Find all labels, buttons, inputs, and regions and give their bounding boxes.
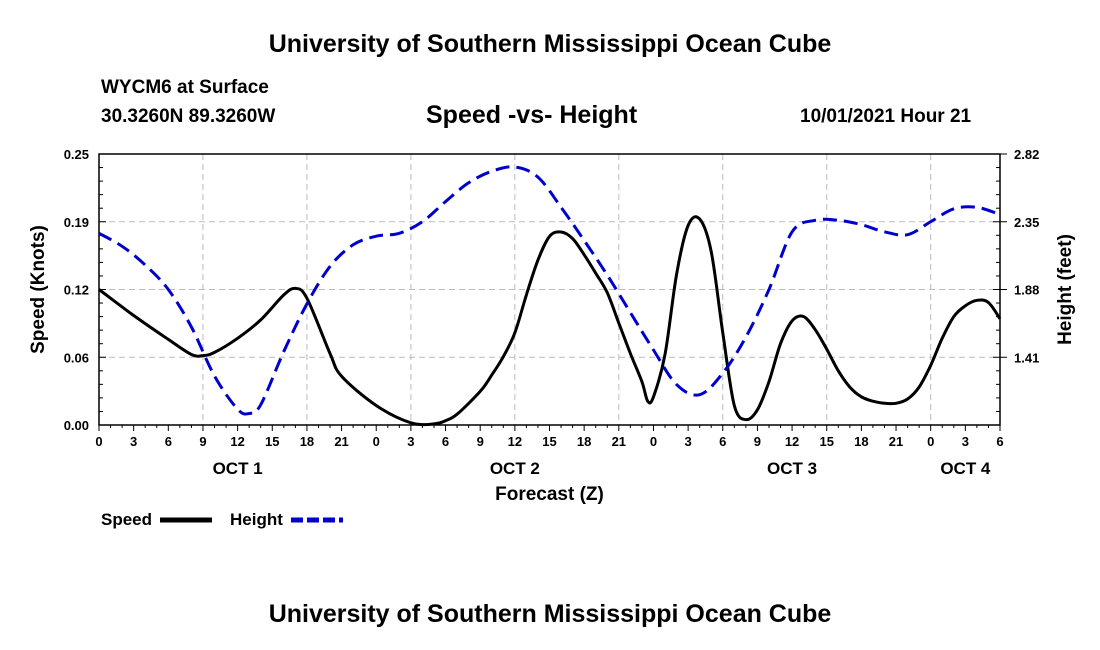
x-tick-label: 0 — [373, 434, 380, 449]
y-tick-label: 0.00 — [64, 418, 89, 433]
x-tick-label: 6 — [165, 434, 172, 449]
x-tick-label: 3 — [407, 434, 414, 449]
y-tick-label: 0.25 — [64, 147, 89, 162]
series-line-speed — [98, 215, 1002, 427]
x-tick-label: 6 — [996, 434, 1003, 449]
x-tick-label: 3 — [130, 434, 137, 449]
y2-tick-label: 1.88 — [1014, 283, 1039, 298]
x-tick-label: 12 — [230, 434, 244, 449]
y2-tick-label: 2.35 — [1014, 215, 1039, 230]
y-tick-label: 0.06 — [64, 350, 89, 365]
x-tick-label: 15 — [819, 434, 833, 449]
x-tick-label: 18 — [854, 434, 868, 449]
y2-axis-title: Height (feet) — [1055, 234, 1076, 345]
series-line-height — [98, 165, 1001, 416]
x-tick-label: 9 — [477, 434, 484, 449]
x-tick-label: 18 — [577, 434, 591, 449]
x-tick-label: 21 — [889, 434, 903, 449]
x-tick-label: 9 — [199, 434, 206, 449]
legend-label-height: Height — [230, 510, 283, 529]
x-date-label: OCT 2 — [490, 459, 540, 478]
coordinates-label: 30.3260N 89.3260W — [101, 106, 276, 127]
y2-tick-label: 1.41 — [1014, 350, 1039, 365]
x-axis-title: Forecast (Z) — [495, 484, 604, 505]
x-tick-label: 12 — [785, 434, 799, 449]
x-tick-label: 0 — [927, 434, 934, 449]
y-tick-label: 0.19 — [64, 215, 89, 230]
station-label: WYCM6 at Surface — [101, 77, 269, 98]
footer-title: University of Southern Mississippi Ocean… — [268, 600, 832, 628]
x-tick-label: 21 — [612, 434, 626, 449]
x-tick-label: 3 — [684, 434, 691, 449]
y-tick-label: 0.12 — [64, 283, 89, 298]
x-tick-label: 15 — [542, 434, 556, 449]
y-axis-title: Speed (Knots) — [28, 225, 49, 354]
x-tick-label: 3 — [962, 434, 969, 449]
forecast-datetime: 10/01/2021 Hour 21 — [800, 106, 972, 127]
x-tick-label: 18 — [300, 434, 314, 449]
legend-label-speed: Speed — [101, 510, 152, 529]
chart-title: Speed -vs- Height — [426, 101, 638, 129]
x-tick-label: 9 — [754, 434, 761, 449]
x-tick-label: 15 — [265, 434, 279, 449]
x-date-label: OCT 3 — [767, 459, 817, 478]
y2-tick-label: 2.82 — [1014, 147, 1039, 162]
x-tick-label: 6 — [719, 434, 726, 449]
page-title: University of Southern Mississippi Ocean… — [268, 30, 832, 58]
x-tick-label: 6 — [442, 434, 449, 449]
x-tick-label: 12 — [508, 434, 522, 449]
x-tick-label: 21 — [334, 434, 348, 449]
x-date-label: OCT 4 — [940, 459, 991, 478]
x-date-label: OCT 1 — [213, 459, 263, 478]
x-tick-label: 0 — [95, 434, 102, 449]
x-tick-label: 0 — [650, 434, 657, 449]
